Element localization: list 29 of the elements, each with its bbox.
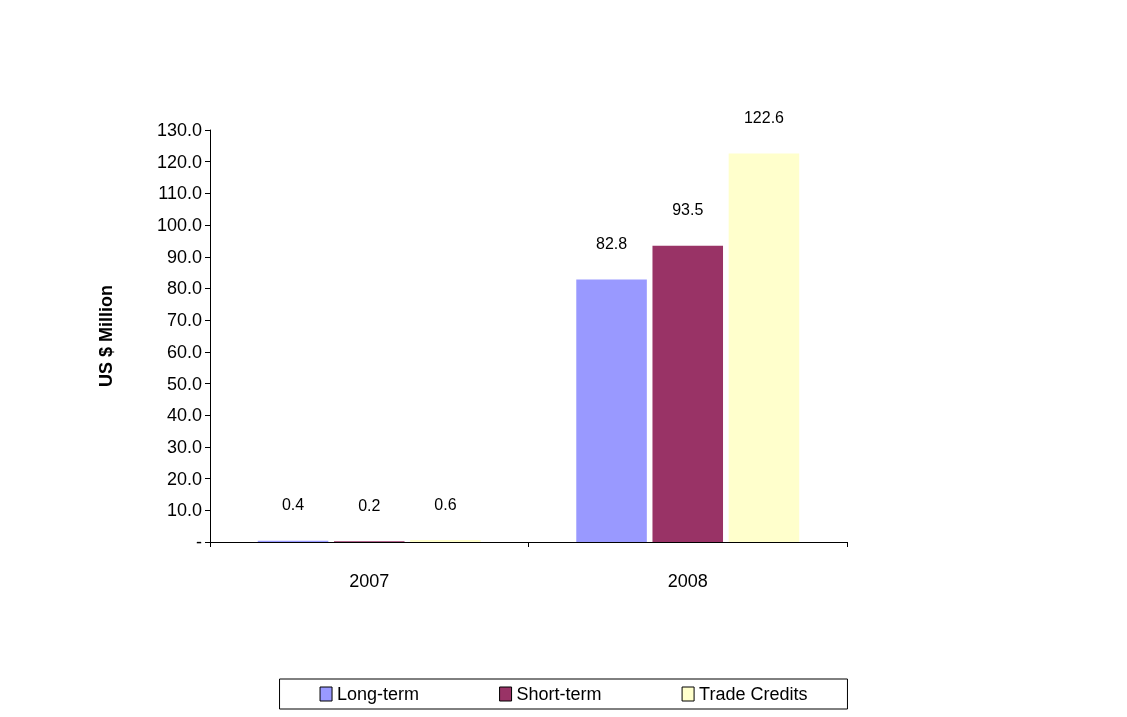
bar [576,279,647,542]
y-axis-title: US $ Million [96,284,116,388]
y-tick-label: 30.0 [166,436,202,457]
y-tick-label: 120.0 [156,151,202,172]
data-label: 93.5 [672,201,704,219]
y-tick-label: 10.0 [166,500,202,521]
data-label: 0.6 [434,495,457,513]
x-tick-label: 2008 [667,571,708,591]
data-label: 122.6 [743,108,785,126]
y-tick-label: 20.0 [166,468,202,489]
legend-label: Trade Credits [699,684,808,704]
data-label: 0.2 [358,496,381,514]
y-tick-label: 40.0 [166,405,202,426]
data-label: 0.4 [281,496,305,514]
data-label: 82.8 [595,235,628,253]
x-tick-label: 2007 [349,571,390,591]
y-tick-label: 100.0 [156,215,202,236]
y-tick-label: 60.0 [166,341,202,362]
y-tick-label: 110.0 [158,183,202,204]
y-tick-label: 50.0 [166,373,202,394]
y-tick-label: 80.0 [166,278,202,299]
bar [728,153,800,542]
legend-label: Short-term [516,684,602,704]
legend-label: Long-term [337,684,420,704]
y-tick-label: 90.0 [166,246,202,267]
y-tick-label: - [196,532,202,552]
y-tick-label: 130.0 [156,120,202,140]
bar [652,245,724,542]
y-tick-label: 70.0 [166,310,202,331]
